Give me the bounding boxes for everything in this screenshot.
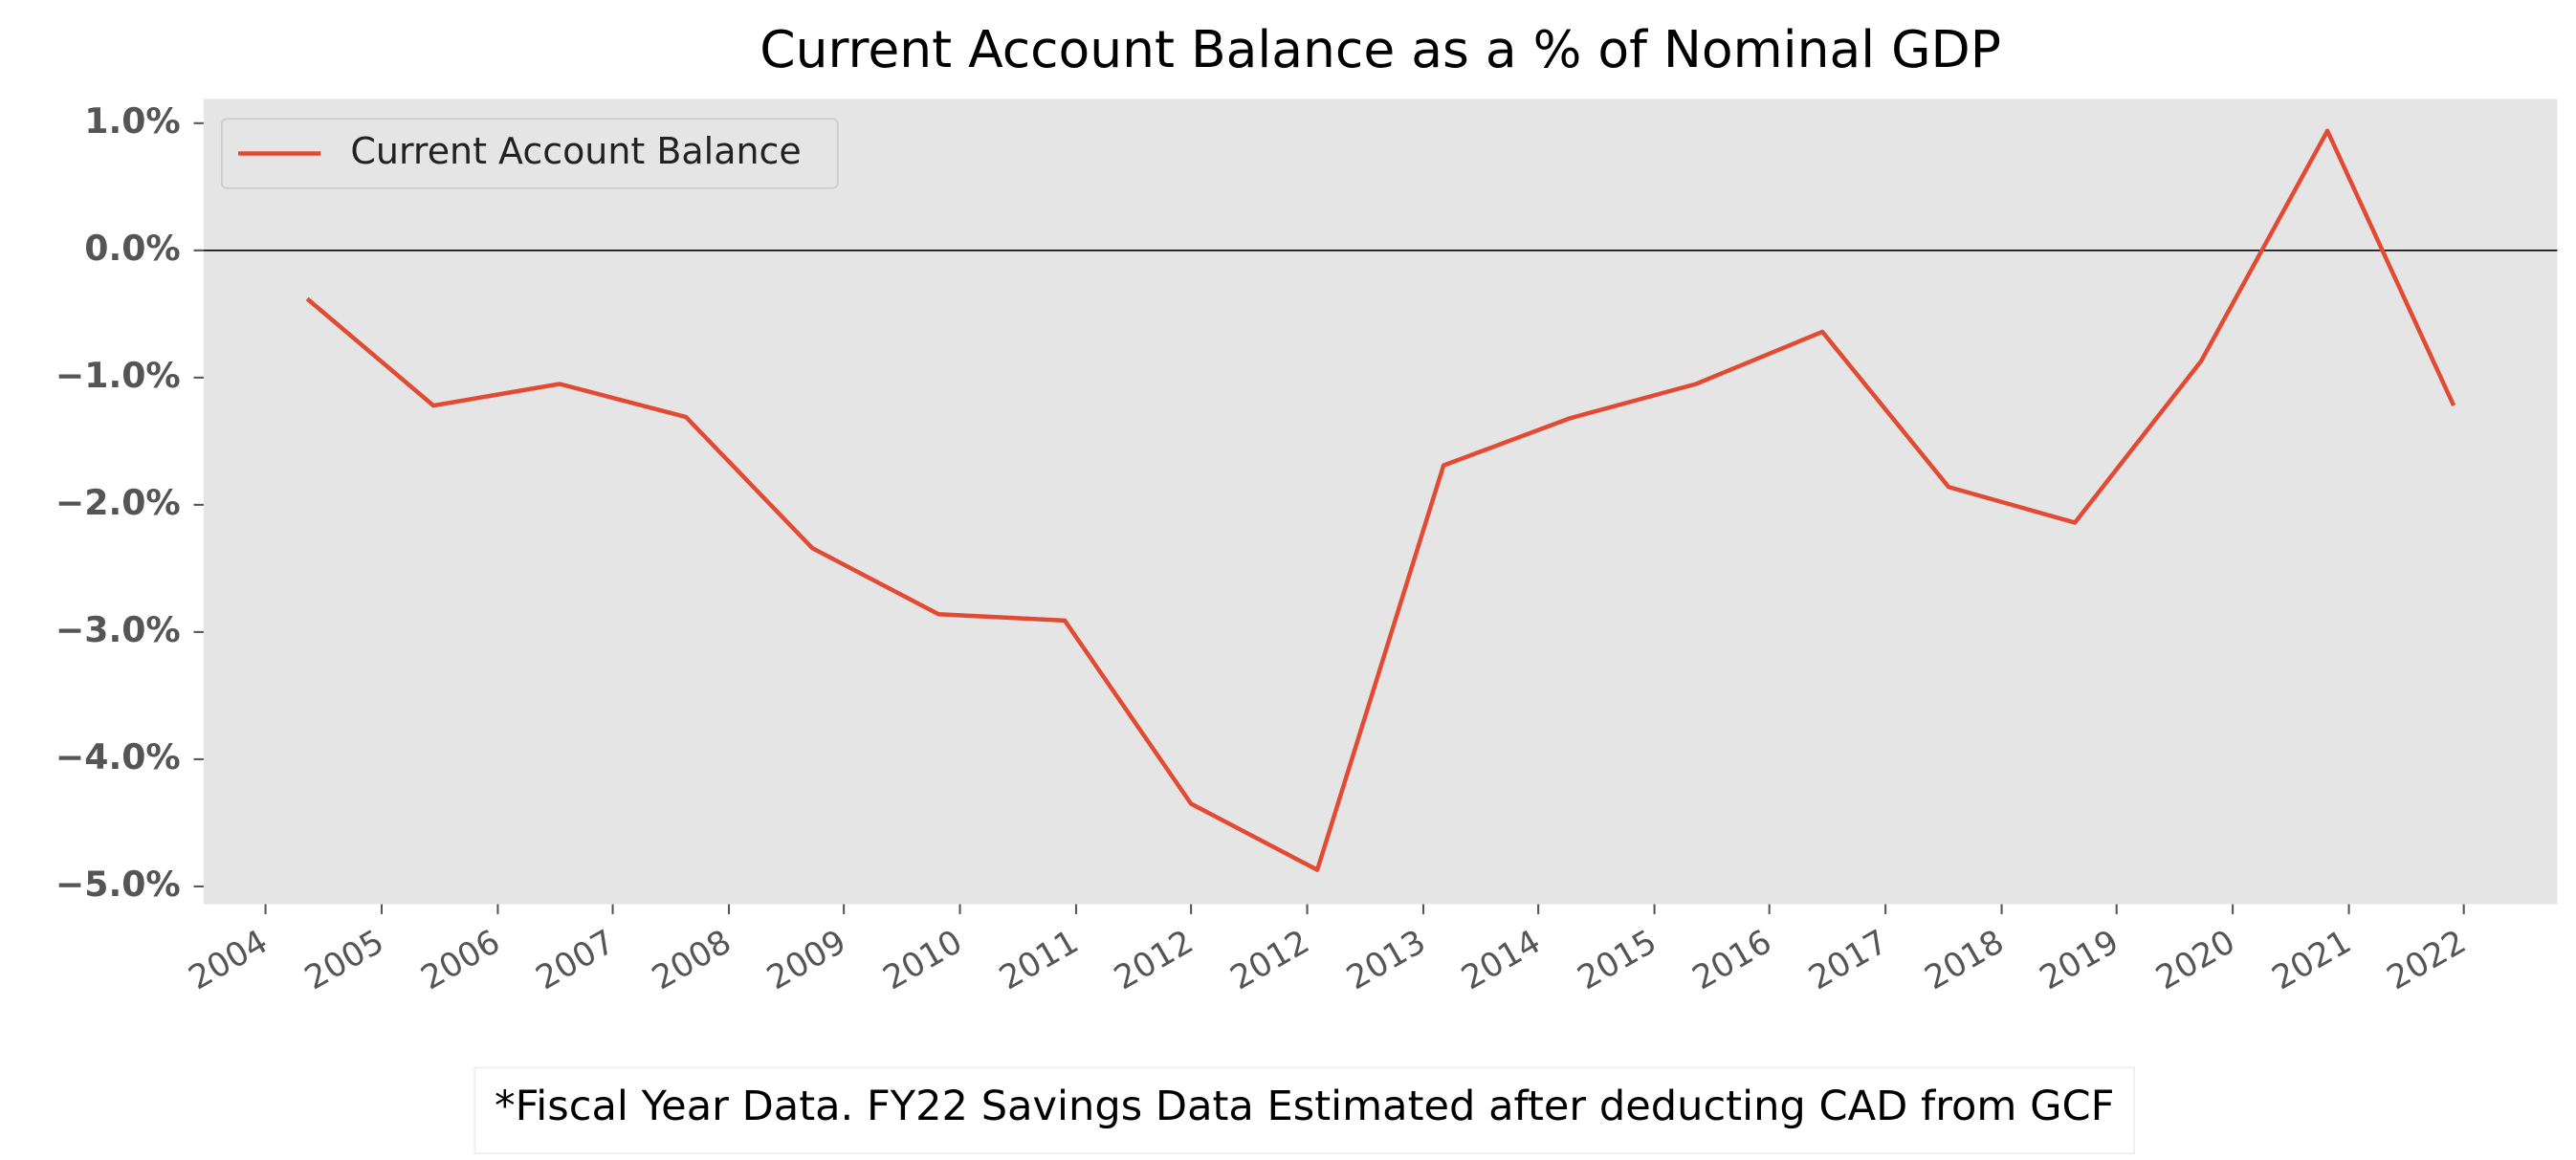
y-tick-label: 0.0% [84,228,180,269]
legend-box [220,118,839,189]
annotation-box [473,1066,2136,1154]
annotation: *Fiscal Year Data. FY22 Savings Data Est… [495,1083,2114,1130]
y-tick-label: −3.0% [55,609,181,650]
series-line [305,128,2456,872]
legend-label: Current Account Balance [350,130,801,172]
y-tick-label: −5.0% [55,864,181,905]
y-tick-label: 1.0% [84,100,180,142]
chart-title: Current Account Balance as a % of Nomina… [760,19,2001,79]
y-tick-label: −1.0% [55,355,181,396]
legend: Current Account Balance [220,118,839,189]
y-tick-label: −2.0% [55,482,181,523]
plot-area [203,98,2558,905]
y-tick-label: −4.0% [55,736,181,777]
